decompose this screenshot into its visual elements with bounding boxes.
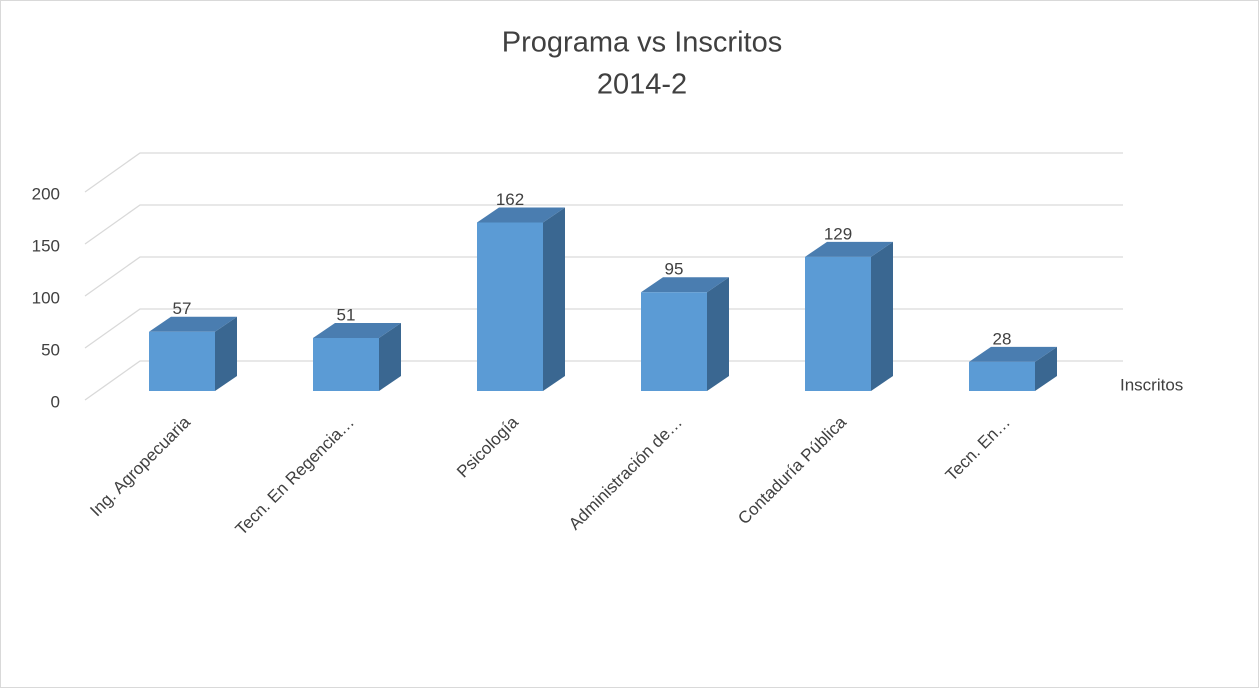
bar-side — [379, 322, 401, 391]
bar — [313, 322, 401, 391]
bar-top — [477, 207, 565, 223]
chart-subtitle: 2014-2 — [597, 69, 687, 101]
data-label: 129 — [824, 224, 852, 243]
bar — [969, 346, 1057, 391]
bar-side — [215, 316, 237, 391]
bar-side — [871, 241, 893, 391]
data-label: 162 — [496, 190, 524, 209]
bar — [477, 207, 565, 391]
grid-line — [84, 152, 1123, 193]
y-tick-label: 100 — [32, 288, 60, 307]
bar-front — [313, 337, 379, 391]
y-tick-label: 50 — [41, 340, 60, 359]
data-label: 57 — [173, 299, 192, 318]
bar — [805, 241, 893, 391]
data-label: 51 — [337, 305, 356, 324]
bar-top — [969, 346, 1057, 362]
bar — [149, 316, 237, 391]
bar-top — [313, 322, 401, 338]
grid-line — [84, 308, 1123, 349]
data-label: 28 — [993, 329, 1012, 348]
depth-axis-label: Inscritos — [1120, 375, 1183, 394]
bar-front — [477, 222, 543, 391]
y-tick-label: 200 — [32, 184, 60, 203]
bar-front — [805, 256, 871, 391]
bar-top — [149, 316, 237, 332]
data-label: 95 — [665, 260, 684, 279]
bar-side — [1035, 346, 1057, 391]
grid-line — [84, 204, 1123, 245]
bar-front — [641, 292, 707, 391]
chart-title: Programa vs Inscritos — [502, 27, 782, 59]
bar-side — [707, 277, 729, 391]
grid-line — [84, 360, 1123, 401]
bar-top — [805, 241, 893, 257]
bar — [641, 277, 729, 391]
bar-front — [969, 361, 1035, 391]
y-tick-label: 0 — [51, 392, 60, 411]
bar-side — [543, 207, 565, 391]
y-tick-label: 150 — [32, 236, 60, 255]
bar-top — [641, 277, 729, 293]
grid-line — [84, 256, 1123, 297]
bar-front — [149, 331, 215, 391]
